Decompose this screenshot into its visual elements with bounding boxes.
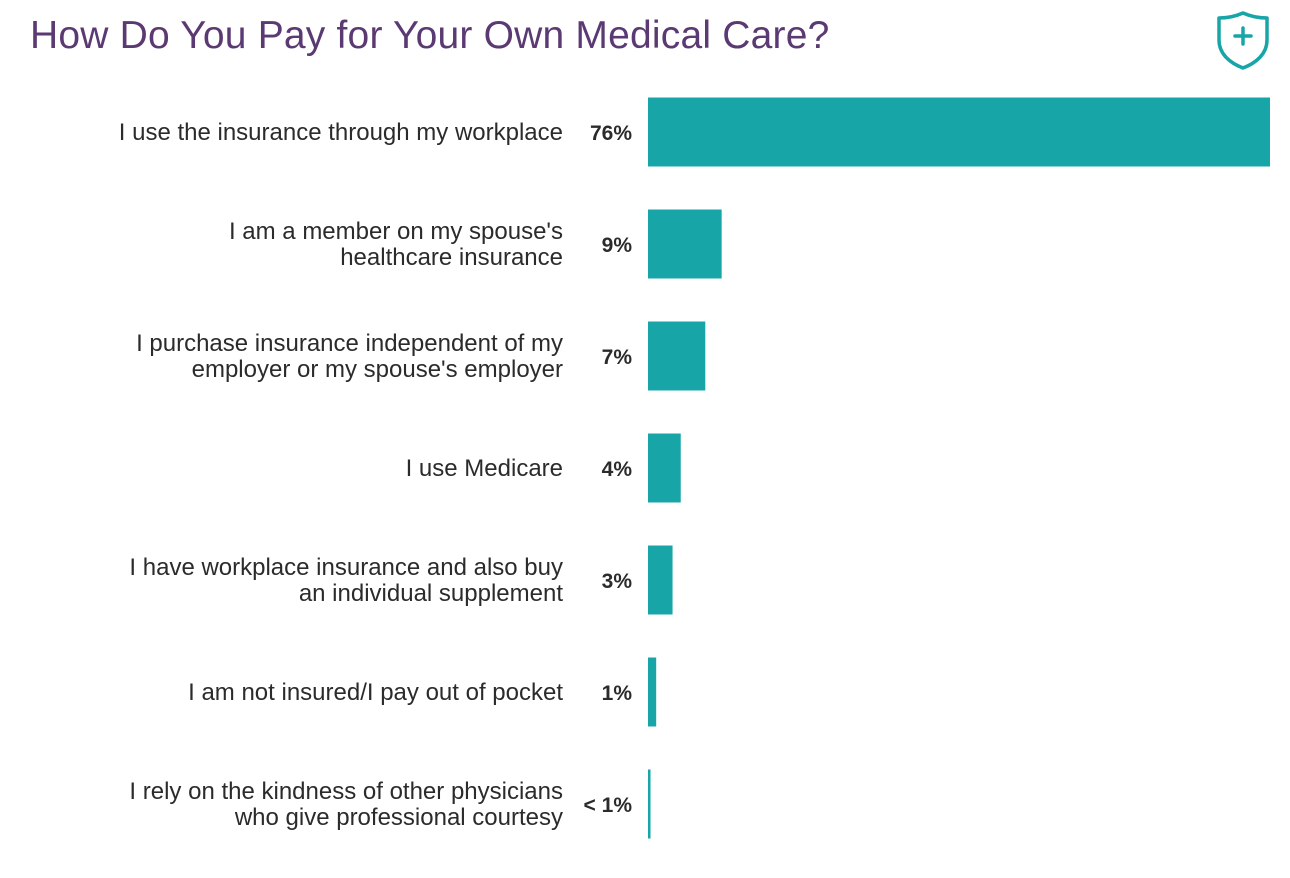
bar — [648, 769, 651, 839]
bar — [648, 321, 706, 391]
bar — [648, 209, 722, 279]
value-label: 1% — [602, 682, 633, 705]
category-label: I use the insurance through my workplace — [119, 119, 563, 146]
chart-title: How Do You Pay for Your Own Medical Care… — [30, 14, 830, 57]
category-label: I have workplace insurance and also buy — [129, 554, 563, 581]
bar — [648, 97, 1270, 167]
category-label: I rely on the kindness of other physicia… — [129, 778, 563, 805]
value-label: 4% — [602, 458, 633, 481]
category-label: I am a member on my spouse's — [229, 218, 563, 245]
value-label: 76% — [590, 122, 632, 145]
value-label: 7% — [602, 346, 633, 369]
bar — [648, 545, 673, 615]
category-label: healthcare insurance — [340, 244, 563, 271]
category-label: I purchase insurance independent of my — [136, 330, 563, 357]
value-label: 9% — [602, 234, 633, 257]
value-label: < 1% — [584, 794, 633, 817]
shield-plus-icon — [1214, 10, 1272, 70]
category-label: an individual supplement — [299, 580, 564, 607]
bar — [648, 657, 657, 727]
category-label: I use Medicare — [406, 455, 563, 482]
category-label: who give professional courtesy — [234, 804, 563, 831]
bar — [648, 433, 681, 503]
category-label: I am not insured/I pay out of pocket — [188, 679, 563, 706]
value-label: 3% — [602, 570, 633, 593]
category-label: employer or my spouse's employer — [192, 356, 563, 383]
